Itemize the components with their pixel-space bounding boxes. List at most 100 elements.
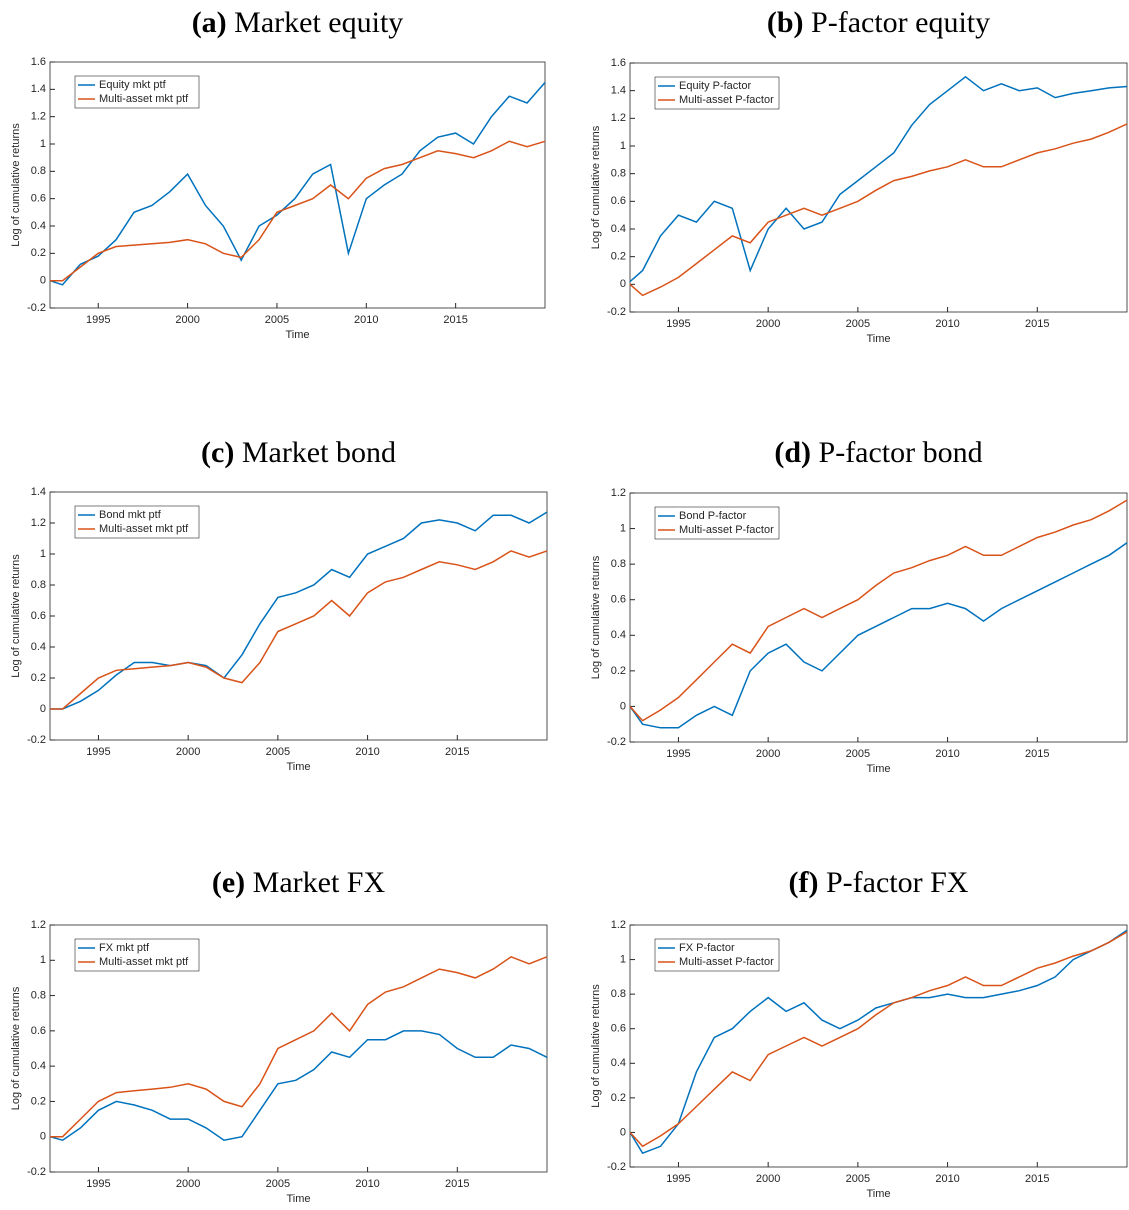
x-tick-label: 2005 [846,318,870,330]
y-tick-label: 1.4 [31,83,46,95]
x-tick-label: 2010 [355,1178,379,1190]
y-axis-label: Log of cumulative returns [10,123,22,247]
y-tick-label: 0.6 [611,594,626,606]
y-tick-label: 1 [40,548,46,560]
y-tick-label: 1.2 [611,487,626,499]
legend-box [74,938,200,972]
x-tick-label: 2015 [1025,748,1049,760]
y-tick-label: -0.2 [607,1161,626,1173]
legend-label: Bond P-factor [679,510,747,522]
x-tick-label: 2000 [176,746,200,758]
legend-box [74,75,200,109]
x-tick-label: 2000 [756,1173,780,1185]
x-axis-label: Time [866,333,890,345]
x-tick-label: 1995 [666,748,690,760]
x-tick-label: 2010 [935,1173,959,1185]
y-tick-label: 0 [40,275,46,287]
legend-box [654,76,780,110]
x-tick-label: 2010 [935,318,959,330]
y-tick-label: 0.6 [611,195,626,207]
legend-box [654,506,780,540]
x-tick-label: 1995 [666,1173,690,1185]
legend-label: Multi-asset mkt ptf [99,523,189,535]
x-tick-label: 2010 [355,746,379,758]
legend-label: Equity P-factor [679,80,751,92]
y-tick-label: 1 [40,138,46,150]
x-tick-label: 2005 [266,1178,290,1190]
panel-label: (c) [201,436,234,469]
y-tick-label: 1.2 [611,919,626,931]
y-tick-label: 0.8 [31,579,46,591]
series-line [629,931,1128,1148]
y-tick-label: 1.6 [31,56,46,68]
y-tick-label: 0.2 [31,247,46,259]
y-tick-label: 0.8 [31,165,46,177]
panel-label: (e) [212,866,245,899]
y-tick-label: 0 [40,1131,46,1143]
y-tick-label: 1 [620,140,626,152]
chart-title: (d) P-factor bond [774,436,982,469]
x-tick-label: 2005 [846,748,870,760]
series-line [49,82,546,286]
series-line [50,550,548,710]
legend-label: Multi-asset P-factor [679,956,774,968]
y-tick-label: 0.6 [31,610,46,622]
y-tick-label: 1.4 [31,486,46,498]
y-tick-label: 1 [620,953,626,965]
legend-label: Multi-asset P-factor [679,524,774,536]
y-tick-label: 0.4 [31,641,46,653]
x-tick-label: 2000 [176,1178,200,1190]
y-tick-label: 0.6 [31,1025,46,1037]
y-axis-label: Log of cumulative returns [10,986,22,1110]
series-line [49,1030,548,1142]
title-text: Market bond [242,436,396,469]
series-line [629,542,1128,729]
x-tick-label: 2005 [846,1173,870,1185]
y-tick-label: 0.8 [611,558,626,570]
y-axis-label: Log of cumulative returns [590,555,602,679]
y-tick-label: 1 [40,954,46,966]
y-tick-label: -0.2 [607,306,626,318]
x-axis-label: Time [286,1193,310,1205]
y-tick-label: 0 [620,700,626,712]
y-tick-label: 0.2 [611,665,626,677]
legend-label: Multi-asset mkt ptf [99,93,189,105]
series-line [50,955,548,1138]
y-tick-label: -0.2 [27,302,46,314]
y-axis-label: Log of cumulative returns [590,984,602,1108]
panel-label: (f) [789,866,819,899]
y-axis-label: Log of cumulative returns [10,554,22,678]
y-tick-label: 1.2 [31,919,46,931]
legend-label: Equity mkt ptf [99,79,167,91]
y-tick-label: 0.6 [31,193,46,205]
x-tick-label: 2010 [354,314,378,326]
legend-box [74,505,200,539]
series-line [629,123,1128,297]
x-tick-label: 1995 [86,746,110,758]
x-tick-label: 2000 [756,318,780,330]
chart-title: (e) Market FX [212,866,386,899]
x-axis-label: Time [866,763,890,775]
legend-label: Bond mkt ptf [99,509,162,521]
x-axis-label: Time [285,329,309,341]
y-tick-label: 1.2 [31,111,46,123]
y-tick-label: 1.2 [31,517,46,529]
x-tick-label: 2015 [445,746,469,758]
title-text: P-factor bond [819,436,983,469]
legend-box [654,938,780,972]
x-tick-label: 2015 [443,314,467,326]
series-line [629,929,1128,1155]
y-tick-label: 0.2 [611,1092,626,1104]
y-tick-label: 1.4 [611,85,626,97]
y-tick-label: 0 [40,703,46,715]
y-tick-label: 0.4 [611,1057,626,1069]
y-tick-label: 0 [620,278,626,290]
y-tick-label: 0.4 [611,223,626,235]
y-tick-label: 1.6 [611,57,626,69]
series-line [629,499,1128,722]
y-tick-label: 0.8 [31,989,46,1001]
x-tick-label: 2000 [756,748,780,760]
y-tick-label: 0.2 [611,251,626,263]
title-text: Market FX [253,866,386,899]
